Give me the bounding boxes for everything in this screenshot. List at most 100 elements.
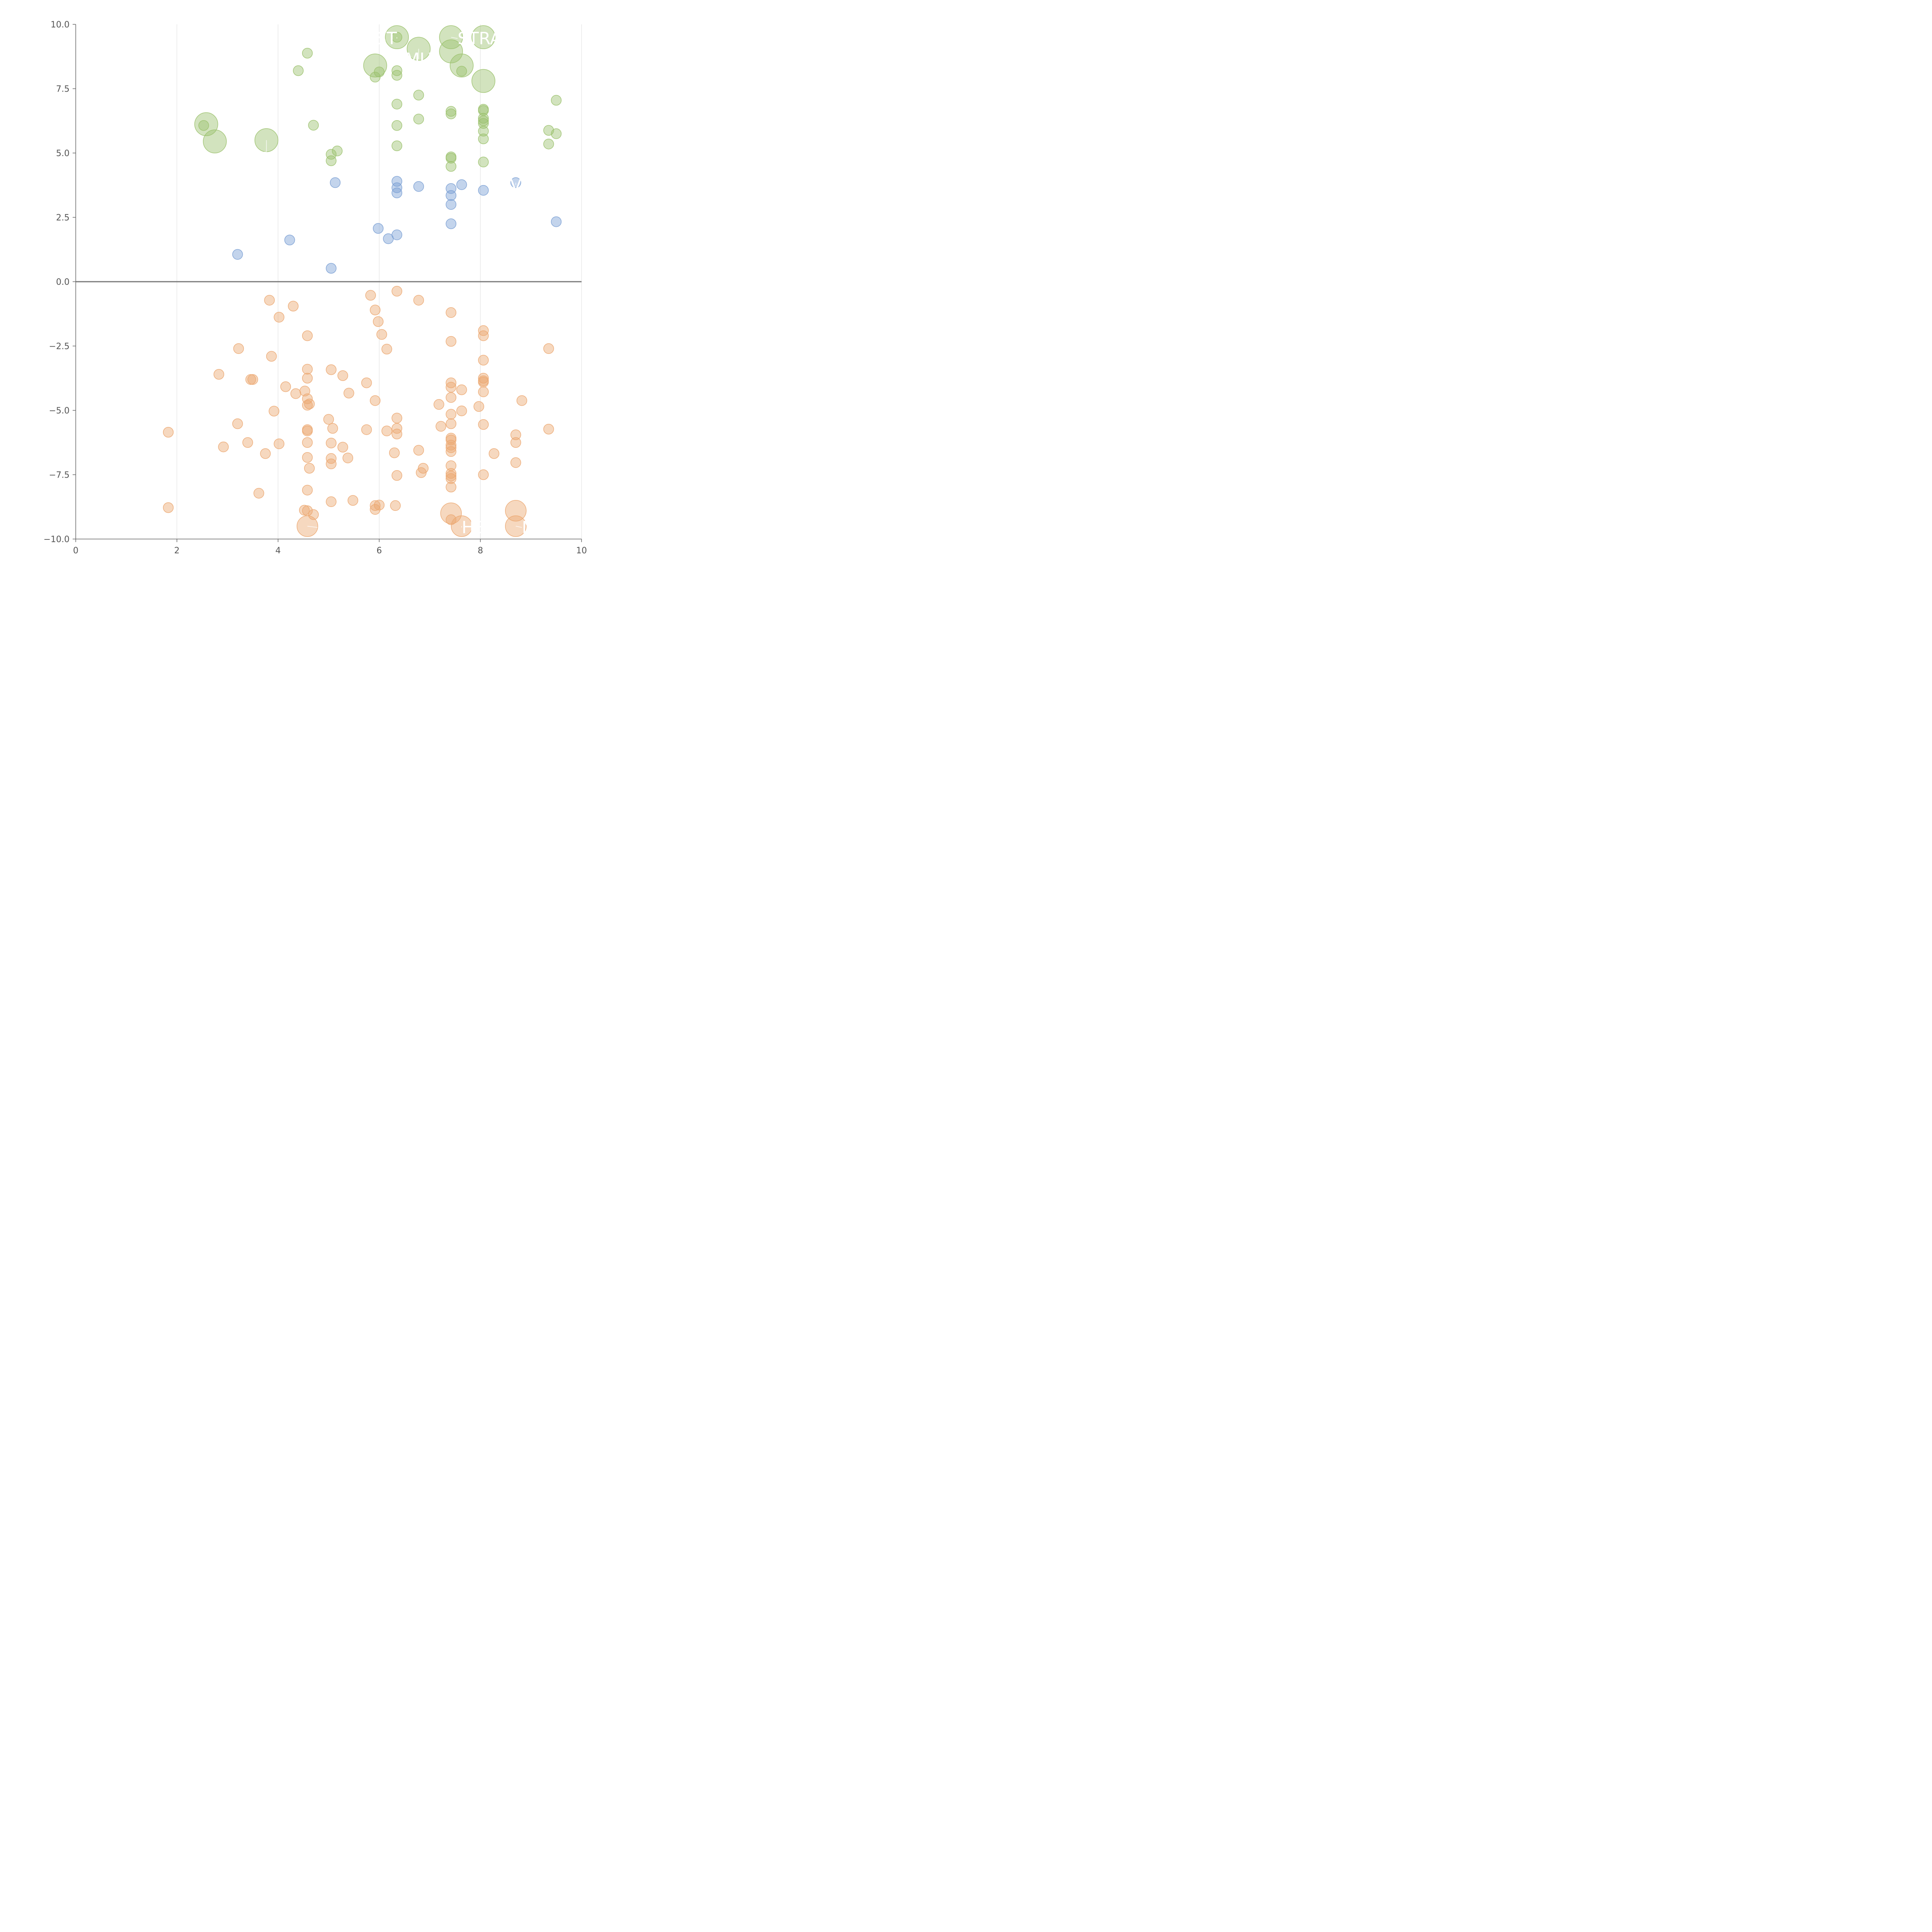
data-point [381, 344, 392, 355]
data-point [163, 427, 174, 438]
data-point [337, 370, 348, 381]
y-tick-label: 0.0 [56, 277, 70, 287]
series-0 [194, 25, 562, 172]
label-leader-line [451, 37, 458, 39]
x-tick-label: 8 [478, 546, 483, 556]
data-point [478, 330, 489, 341]
point-label: P [318, 518, 328, 537]
data-point [232, 418, 243, 429]
data-point [326, 496, 337, 507]
data-point [391, 70, 402, 81]
data-point [446, 442, 457, 453]
data-point [365, 290, 376, 301]
data-point [478, 373, 489, 384]
data-point [302, 505, 313, 516]
data-point [326, 263, 337, 274]
y-tick-label: −5.0 [49, 406, 70, 416]
data-point [391, 286, 402, 297]
data-point [370, 304, 381, 316]
data-point [302, 452, 313, 463]
data-point [302, 485, 313, 496]
data-point [361, 377, 372, 388]
point-label: N [522, 518, 535, 537]
data-point [456, 384, 467, 395]
data-point [446, 473, 457, 484]
data-point [383, 233, 394, 244]
data-point [232, 249, 243, 260]
data-point [446, 440, 457, 451]
data-point [233, 343, 244, 354]
data-point [344, 388, 354, 399]
data-point [274, 312, 284, 323]
data-point [413, 445, 424, 456]
data-point [478, 118, 489, 129]
data-point [326, 364, 337, 375]
data-point [543, 343, 554, 354]
data-point [302, 373, 313, 384]
data-point [456, 179, 467, 190]
data-point [391, 99, 402, 110]
data-point [543, 423, 554, 435]
data-point [446, 307, 457, 318]
data-point [446, 409, 457, 420]
data-point [370, 71, 381, 83]
data-point [446, 382, 457, 393]
data-point [302, 437, 313, 448]
data-point [478, 185, 489, 196]
y-tick-label: 2.5 [56, 213, 70, 223]
data-point [269, 406, 279, 417]
data-point [288, 301, 299, 312]
data-point [326, 458, 337, 469]
data-point [446, 377, 457, 388]
data-point [471, 25, 495, 49]
data-point [450, 53, 474, 78]
data-point [478, 386, 489, 397]
data-point [435, 421, 446, 432]
series-1 [232, 176, 562, 274]
data-point [391, 176, 402, 187]
data-point [381, 425, 392, 437]
data-point [198, 120, 209, 131]
data-point [391, 470, 402, 481]
data-point [302, 400, 313, 411]
data-point [478, 419, 489, 430]
data-point [413, 114, 424, 124]
data-point [439, 39, 463, 63]
data-point [308, 120, 319, 131]
label-leader-line [515, 526, 522, 528]
data-point [302, 48, 313, 59]
data-point [302, 364, 313, 375]
x-tick-label: 10 [576, 546, 587, 556]
data-point [413, 90, 424, 100]
data-point [478, 469, 489, 480]
data-point [505, 500, 527, 522]
data-point [478, 156, 489, 168]
data-point [446, 481, 457, 493]
y-tick-label: −10.0 [44, 535, 70, 544]
data-point [471, 69, 495, 93]
data-point [370, 504, 381, 515]
data-point [389, 447, 400, 458]
data-point [327, 423, 338, 434]
data-point [390, 500, 401, 511]
data-point [446, 336, 457, 347]
y-tick-label: 5.0 [56, 149, 70, 158]
data-point [274, 438, 284, 449]
data-point [551, 128, 562, 139]
data-point [342, 452, 353, 463]
data-point [478, 126, 489, 137]
data-point [391, 413, 402, 423]
data-point [446, 109, 457, 119]
data-point [488, 448, 500, 459]
point-label: ST [376, 29, 397, 49]
data-point [373, 316, 384, 327]
data-point [510, 437, 521, 448]
data-point [551, 216, 562, 227]
data-point [304, 463, 315, 474]
data-point [456, 66, 467, 77]
data-point [326, 155, 337, 166]
data-point [446, 446, 457, 457]
data-point [218, 441, 229, 452]
data-point [440, 502, 462, 524]
data-point [446, 218, 457, 229]
